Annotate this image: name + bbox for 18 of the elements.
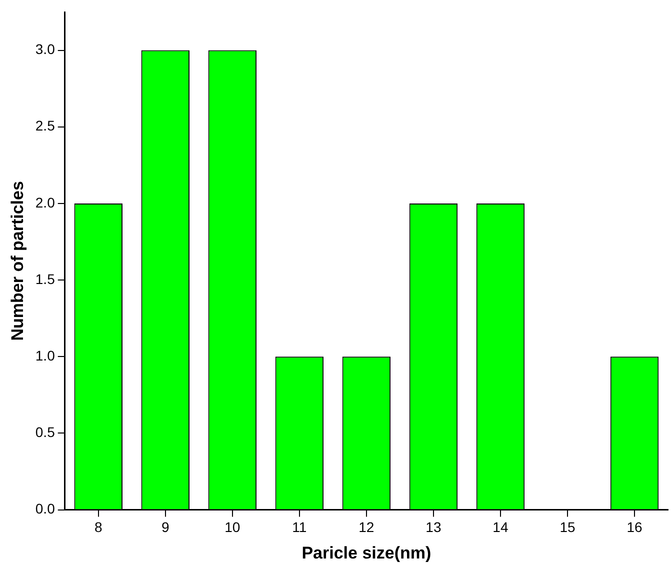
x-tick-label: 13: [426, 519, 442, 536]
x-tick-label: 16: [626, 519, 642, 536]
y-tick-label: 0.5: [35, 424, 56, 440]
x-tick-label: 11: [292, 519, 307, 536]
y-tick-label: 2.0: [35, 194, 56, 210]
x-tick-label: 14: [492, 519, 508, 536]
y-tick-label: 1.0: [35, 347, 56, 364]
y-tick-label: 2.5: [35, 118, 56, 134]
y-tick-label: 0.0: [35, 500, 56, 517]
y-tick-label: 1.5: [35, 270, 56, 287]
x-tick-label: 10: [224, 519, 240, 536]
y-tick-label: 3.0: [35, 41, 56, 58]
y-axis-title: Number of particles: [8, 181, 27, 341]
x-tick-label: 9: [161, 519, 170, 536]
x-tick-label: 12: [358, 519, 374, 536]
x-tick-label: 8: [94, 519, 102, 536]
x-axis-title: Paricle size(nm): [302, 543, 432, 562]
x-tick-label: 15: [560, 519, 576, 536]
